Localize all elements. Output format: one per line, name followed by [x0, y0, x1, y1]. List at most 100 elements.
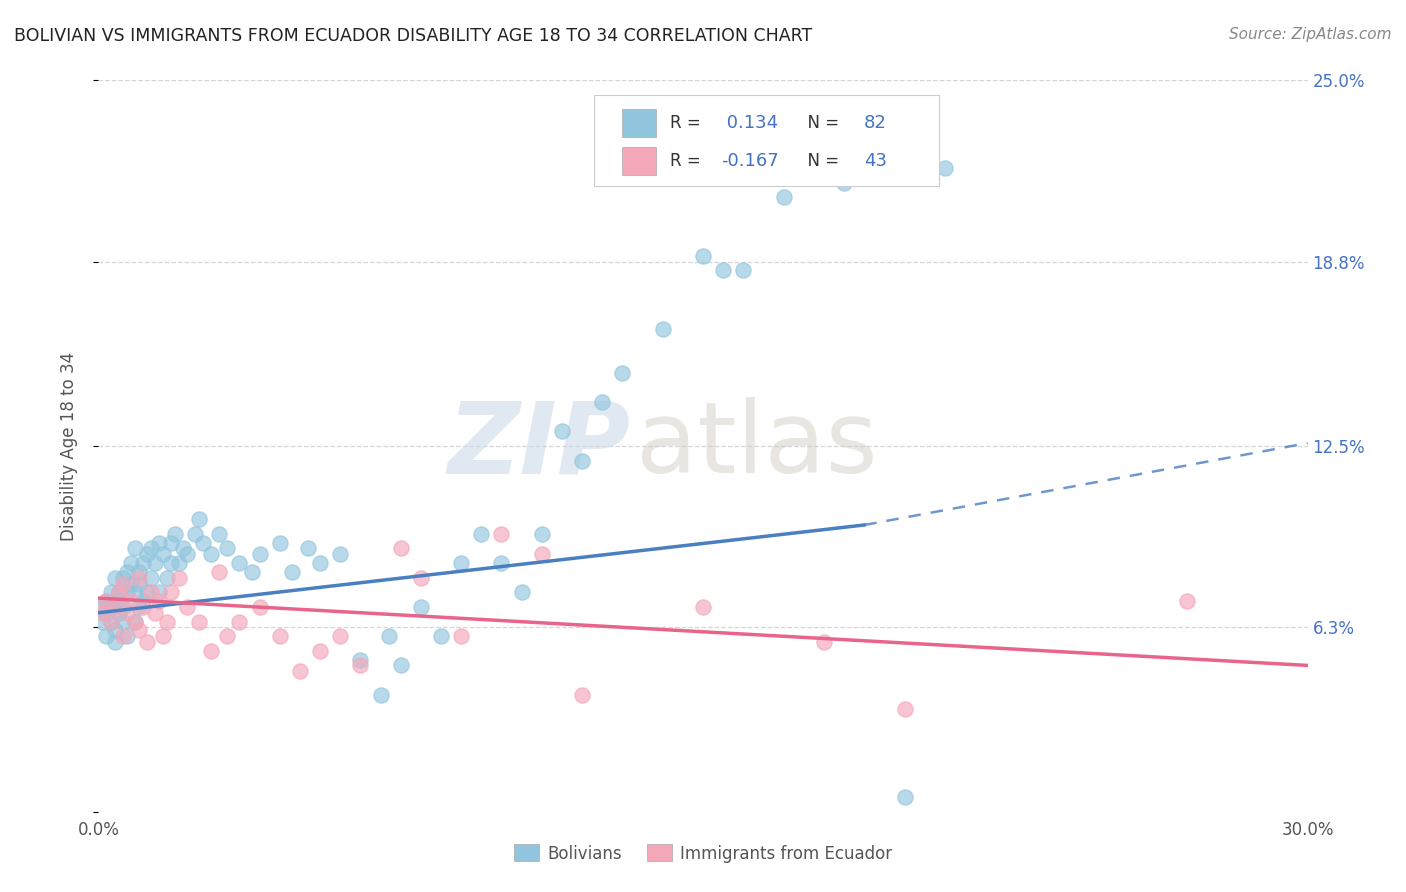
Point	[269, 629, 291, 643]
Point	[491, 556, 513, 570]
Point	[107, 585, 129, 599]
Point	[288, 665, 311, 679]
Text: N =: N =	[797, 152, 845, 169]
Point	[100, 599, 122, 614]
Point	[651, 322, 673, 336]
Point	[329, 547, 352, 561]
Point	[193, 535, 215, 549]
Point	[132, 556, 155, 570]
Point	[124, 585, 146, 599]
Point	[409, 571, 432, 585]
Point	[156, 615, 179, 629]
Point	[139, 585, 162, 599]
Point	[692, 249, 714, 263]
Point	[934, 161, 956, 175]
Text: BOLIVIAN VS IMMIGRANTS FROM ECUADOR DISABILITY AGE 18 TO 34 CORRELATION CHART: BOLIVIAN VS IMMIGRANTS FROM ECUADOR DISA…	[14, 27, 813, 45]
Point	[111, 576, 134, 591]
Point	[510, 585, 533, 599]
Point	[450, 629, 472, 643]
Point	[96, 606, 118, 620]
Point	[176, 599, 198, 614]
Point	[692, 599, 714, 614]
Point	[152, 629, 174, 643]
Point	[91, 599, 114, 614]
Point	[143, 556, 166, 570]
Point	[228, 556, 250, 570]
Point	[450, 556, 472, 570]
Point	[111, 629, 134, 643]
Point	[132, 594, 155, 608]
Point	[167, 571, 190, 585]
Point	[491, 526, 513, 541]
Point	[163, 526, 186, 541]
Point	[124, 541, 146, 556]
Point	[208, 565, 231, 579]
Point	[91, 606, 114, 620]
Point	[124, 615, 146, 629]
Point	[135, 635, 157, 649]
Point	[115, 629, 138, 643]
Point	[309, 644, 332, 658]
Point	[143, 606, 166, 620]
Point	[176, 547, 198, 561]
Text: R =: R =	[671, 152, 706, 169]
FancyBboxPatch shape	[595, 95, 939, 186]
Point	[551, 425, 574, 439]
Point	[200, 547, 222, 561]
Point	[156, 571, 179, 585]
Point	[135, 547, 157, 561]
Point	[100, 615, 122, 629]
Point	[128, 599, 150, 614]
Point	[612, 366, 634, 380]
Point	[111, 615, 134, 629]
Text: ZIP: ZIP	[447, 398, 630, 494]
Point	[139, 541, 162, 556]
Point	[893, 790, 915, 805]
Point	[128, 565, 150, 579]
Point	[96, 594, 118, 608]
Point	[160, 556, 183, 570]
Point	[208, 526, 231, 541]
Point	[249, 547, 271, 561]
Point	[370, 688, 392, 702]
Point	[120, 594, 142, 608]
Point	[389, 541, 412, 556]
Point	[115, 585, 138, 599]
Point	[128, 571, 150, 585]
Point	[124, 615, 146, 629]
Point	[96, 594, 118, 608]
Point	[228, 615, 250, 629]
Point	[217, 541, 239, 556]
Point	[309, 556, 332, 570]
Point	[135, 585, 157, 599]
Point	[128, 576, 150, 591]
Text: Source: ZipAtlas.com: Source: ZipAtlas.com	[1229, 27, 1392, 42]
Text: R =: R =	[671, 113, 706, 132]
Point	[297, 541, 319, 556]
Point	[200, 644, 222, 658]
Y-axis label: Disability Age 18 to 34: Disability Age 18 to 34	[59, 351, 77, 541]
Point	[591, 395, 613, 409]
Point	[184, 526, 207, 541]
Point	[893, 702, 915, 716]
Point	[167, 556, 190, 570]
Point	[571, 453, 593, 467]
Point	[100, 585, 122, 599]
Point	[91, 615, 114, 629]
Point	[349, 652, 371, 666]
Point	[349, 658, 371, 673]
Point	[115, 565, 138, 579]
Bar	[621, 147, 655, 175]
Point	[107, 585, 129, 599]
Point	[530, 526, 553, 541]
Point	[103, 635, 125, 649]
Point	[733, 263, 755, 277]
Point	[530, 547, 553, 561]
Text: 43: 43	[863, 152, 887, 169]
Point	[132, 599, 155, 614]
Point	[103, 571, 125, 585]
Point	[389, 658, 412, 673]
Point	[96, 629, 118, 643]
Text: -0.167: -0.167	[721, 152, 779, 169]
Point	[107, 606, 129, 620]
